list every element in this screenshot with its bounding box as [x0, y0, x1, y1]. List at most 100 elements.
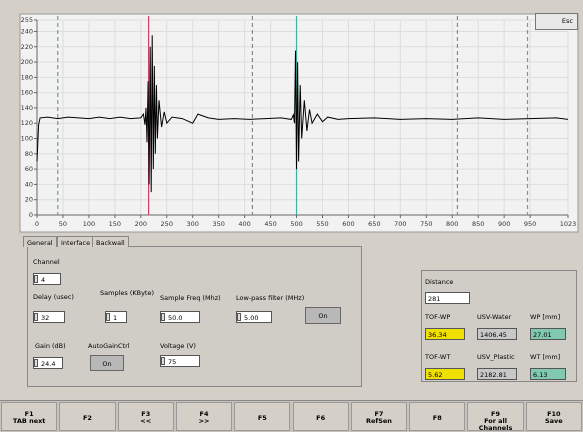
- x-tick-label: 50: [59, 220, 67, 228]
- y-tick-label: 180: [21, 73, 33, 81]
- y-tick-label: 60: [25, 165, 33, 173]
- spinner[interactable]: [161, 313, 165, 321]
- function-key[interactable]: [350, 402, 408, 431]
- spinner[interactable]: [237, 313, 241, 321]
- field-label: Samples (KByte): [100, 289, 155, 297]
- y-tick-label: 100: [21, 135, 33, 143]
- x-tick-label: 700: [394, 220, 406, 228]
- x-tick-label: 750: [420, 220, 432, 228]
- spinner[interactable]: [34, 359, 38, 367]
- field-label: Sample Freq (Mhz): [160, 294, 221, 302]
- input-field[interactable]: 50.0: [160, 311, 200, 323]
- input-field[interactable]: 75: [160, 355, 200, 367]
- field-label: AutoGainCtrl: [88, 342, 130, 350]
- y-tick-label: 160: [21, 89, 33, 97]
- function-key-name: F3: [141, 410, 151, 418]
- tab[interactable]: General: [23, 236, 57, 247]
- waveform-chart: 0 20 40 60 80 100 120 140 160 180 200 220 240 255 0 50 1…: [19, 13, 579, 233]
- result-value: 27.01: [530, 328, 566, 340]
- tab[interactable]: Interface: [57, 236, 95, 247]
- x-tick-label: 650: [368, 220, 380, 228]
- y-tick-label: 120: [21, 119, 33, 127]
- input-field[interactable]: 24.4: [33, 357, 63, 369]
- field-label: Delay (usec): [33, 293, 74, 301]
- function-key[interactable]: [409, 402, 466, 431]
- result-value: 5.62: [425, 368, 465, 380]
- x-tick-label: 200: [135, 220, 147, 228]
- function-key-name: F2: [82, 414, 92, 422]
- y-tick-label: 220: [21, 43, 33, 51]
- x-tick-label: 500: [290, 220, 302, 228]
- function-key[interactable]: [234, 402, 291, 431]
- x-tick-label: 950: [524, 220, 536, 228]
- spinner[interactable]: [161, 357, 165, 365]
- x-tick-label: 1023: [560, 220, 577, 228]
- result-value: 281: [425, 292, 470, 304]
- x-tick-label: 400: [238, 220, 250, 228]
- y-tick-label: 0: [29, 211, 33, 219]
- spinner[interactable]: [34, 275, 38, 283]
- x-tick-label: 150: [109, 220, 121, 228]
- field-label: Voltage (V): [160, 342, 196, 350]
- spinner[interactable]: [34, 313, 38, 321]
- function-key-label: For all Channels: [478, 417, 513, 432]
- function-key-name: F7: [374, 410, 384, 418]
- result-label: Distance: [425, 278, 454, 286]
- y-tick-label: 140: [21, 104, 33, 112]
- waveform-line: [36, 35, 569, 193]
- input-field[interactable]: 1: [105, 311, 127, 323]
- result-value: 2182.81: [477, 368, 517, 380]
- result-label: TOF-WT: [425, 353, 451, 361]
- function-key[interactable]: [525, 402, 582, 431]
- field-label: Low-pass filter (MHz): [236, 294, 305, 302]
- field-label: Gain (dB): [35, 342, 66, 350]
- function-key[interactable]: [1, 402, 58, 431]
- function-key-name: F9: [491, 410, 501, 418]
- y-tick-label: 200: [21, 58, 33, 66]
- function-key-name: F6: [316, 414, 326, 422]
- function-key-label: RefSen: [365, 417, 392, 425]
- x-tick-label: 250: [161, 220, 173, 228]
- function-key[interactable]: [117, 402, 174, 431]
- esc-button[interactable]: Esc: [535, 13, 578, 30]
- result-label: USV_Plastic: [477, 353, 515, 361]
- input-field[interactable]: 32: [33, 311, 65, 323]
- function-key[interactable]: [59, 402, 116, 431]
- field-label: Channel: [33, 258, 60, 266]
- toggle-button[interactable]: On: [90, 355, 124, 371]
- function-key-label: <<: [140, 417, 152, 425]
- y-tick-label: 20: [25, 196, 33, 204]
- result-label: WT [mm]: [530, 353, 561, 361]
- function-key-label: Save: [544, 417, 563, 425]
- function-key[interactable]: [292, 402, 349, 431]
- function-key-name: F10: [547, 410, 561, 418]
- x-tick-label: 350: [212, 220, 224, 228]
- y-tick-label: 255: [21, 16, 33, 24]
- function-key-name: F4: [199, 410, 209, 418]
- function-key-name: F5: [257, 414, 267, 422]
- result-label: TOF-WP: [425, 313, 451, 321]
- result-value: 36.34: [425, 328, 465, 340]
- x-tick-label: 450: [264, 220, 276, 228]
- x-tick-label: 800: [446, 220, 458, 228]
- input-field[interactable]: 5.00: [236, 311, 272, 323]
- x-tick-label: 550: [316, 220, 328, 228]
- x-tick-label: 600: [342, 220, 354, 228]
- result-label: USV-Water: [477, 313, 512, 321]
- spinner[interactable]: [106, 313, 110, 321]
- x-tick-label: 100: [83, 220, 95, 228]
- result-value: 6.13: [530, 368, 566, 380]
- x-tick-label: 900: [498, 220, 510, 228]
- results-panel: [421, 270, 577, 382]
- function-key-label: >>: [198, 417, 210, 425]
- y-tick-label: 240: [21, 27, 33, 35]
- x-tick-label: 300: [187, 220, 199, 228]
- input-field[interactable]: 4: [33, 273, 61, 285]
- function-key[interactable]: [467, 402, 524, 431]
- function-key[interactable]: [175, 402, 233, 431]
- x-tick-label: 850: [472, 220, 484, 228]
- tab[interactable]: Backwall: [92, 236, 129, 247]
- function-key-label: TAB next: [12, 417, 46, 425]
- toggle-button[interactable]: On: [305, 307, 341, 324]
